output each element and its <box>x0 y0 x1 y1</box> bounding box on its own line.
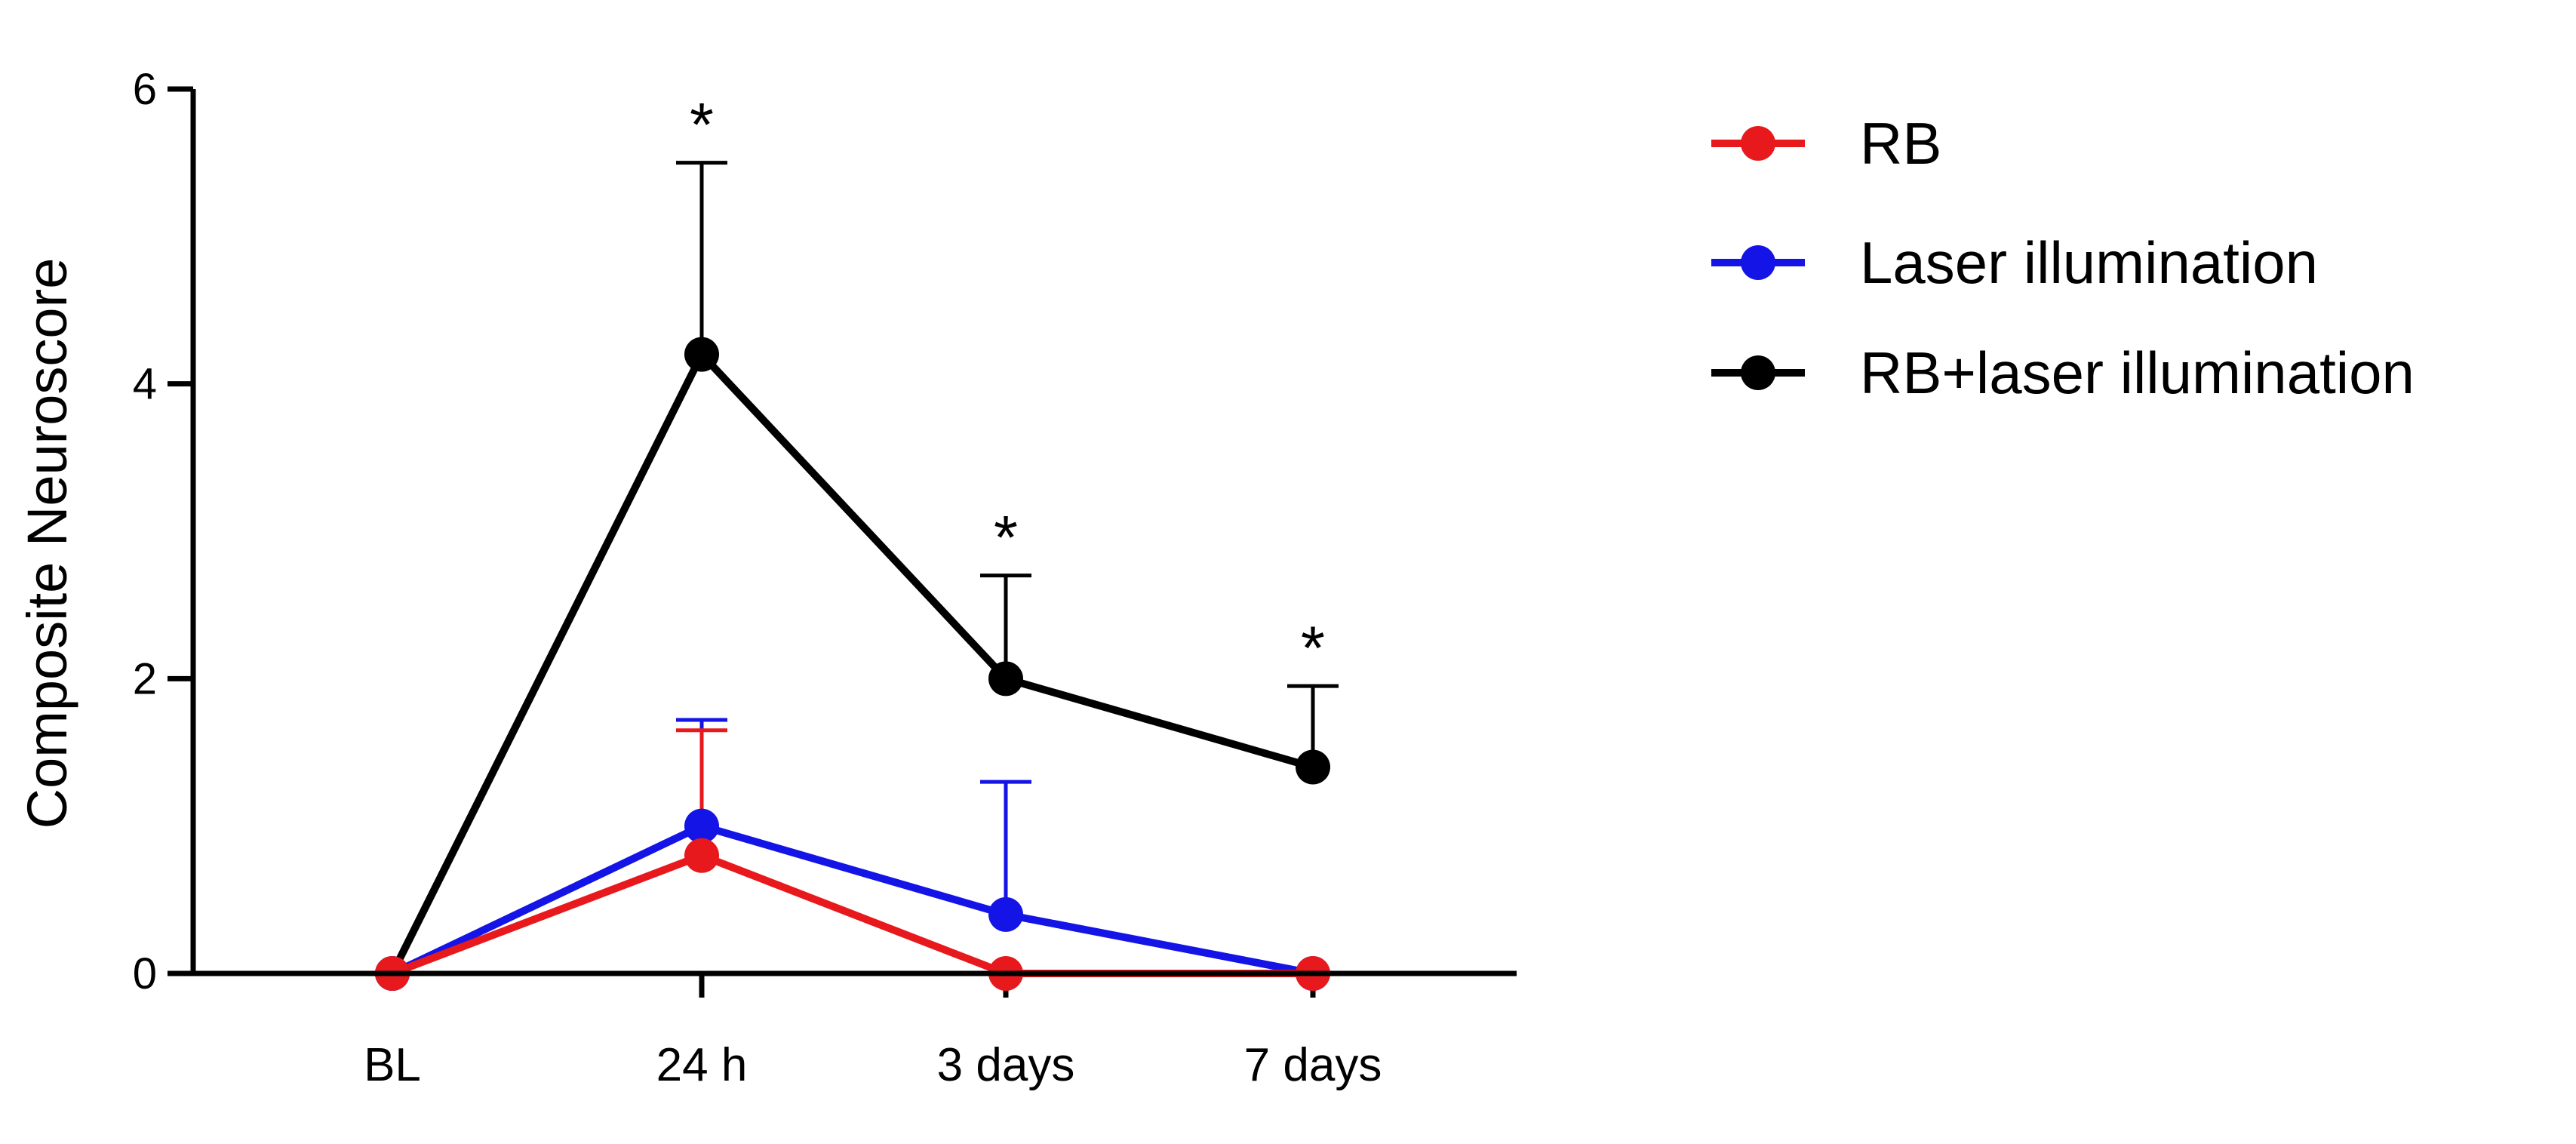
y-tick-label: 2 <box>133 654 157 703</box>
x-tick-label: 24 h <box>656 1039 748 1091</box>
data-point <box>684 337 719 372</box>
legend-label: Laser illumination <box>1860 229 2318 296</box>
data-point <box>1296 749 1330 785</box>
legend-swatch-marker <box>1741 245 1775 280</box>
significance-marker: * <box>690 91 714 160</box>
significance-marker: * <box>994 504 1018 573</box>
x-tick-label: 7 days <box>1244 1039 1382 1091</box>
significance-marker: * <box>1301 614 1325 683</box>
x-tick-label: BL <box>364 1039 421 1091</box>
x-tick-label: 3 days <box>937 1039 1075 1091</box>
data-point <box>988 661 1023 697</box>
legend-swatch-marker <box>1741 126 1775 161</box>
legend-swatch-marker <box>1741 355 1775 390</box>
data-point <box>684 808 719 844</box>
legend-label: RB <box>1860 110 1941 177</box>
y-axis-label: Composite Neuroscore <box>16 258 78 829</box>
series-line <box>389 350 1314 976</box>
legend-label: RB+laser illumination <box>1860 340 2415 406</box>
data-point <box>988 896 1023 932</box>
y-tick-label: 0 <box>133 949 157 998</box>
data-point <box>684 838 719 873</box>
y-tick-label: 4 <box>133 360 157 409</box>
series-line <box>390 822 1314 977</box>
y-tick-label: 6 <box>133 65 157 114</box>
